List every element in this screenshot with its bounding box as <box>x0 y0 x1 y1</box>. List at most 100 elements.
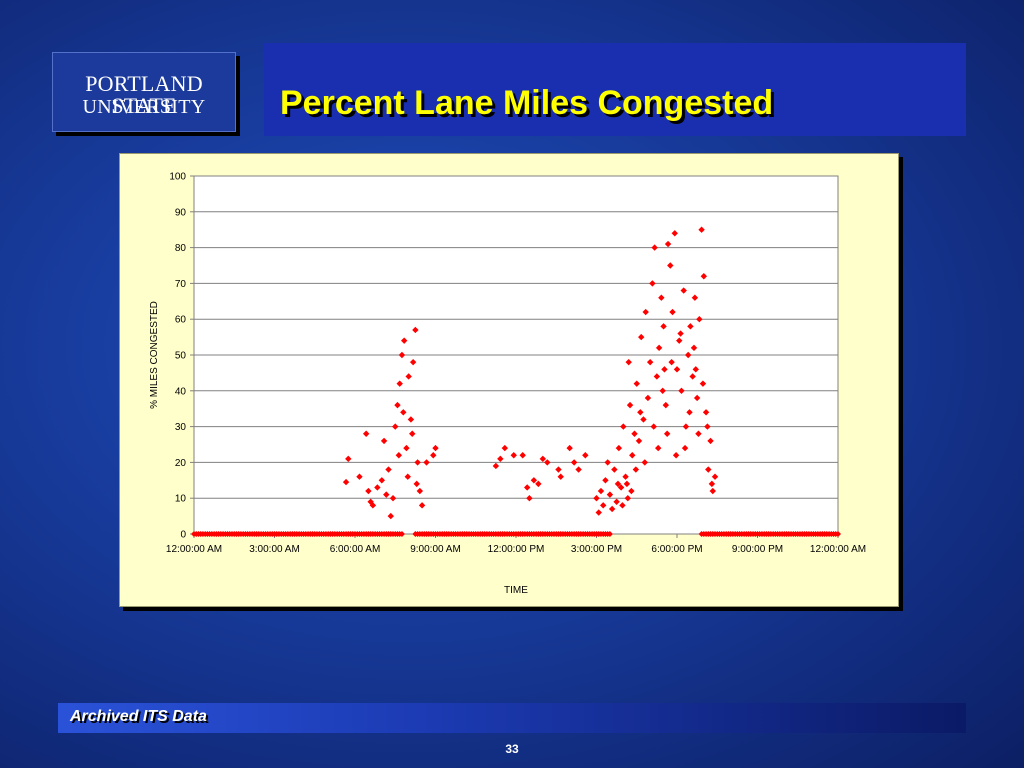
data-point <box>695 430 702 437</box>
footer-bar: Archived ITS Data <box>58 703 966 733</box>
data-point <box>677 330 684 337</box>
data-point <box>430 452 437 459</box>
data-point <box>544 459 551 466</box>
data-point <box>400 337 408 344</box>
data-point <box>582 452 589 459</box>
data-point <box>403 444 410 452</box>
university-logo: PORTLAND STATE UNIVERSITY <box>52 52 236 132</box>
data-point <box>686 409 693 416</box>
data-point <box>658 294 665 301</box>
data-point <box>693 394 701 402</box>
data-point <box>413 480 420 488</box>
data-point <box>631 430 638 437</box>
x-tick-label: 9:00:00 PM <box>732 544 783 555</box>
x-tick-labels: 12:00:00 AM 3:00:00 AM 6:00:00 AM 9:00:00 A… <box>166 544 866 555</box>
data-point <box>365 487 372 495</box>
data-point <box>659 387 666 394</box>
data-point <box>530 477 538 484</box>
data-point <box>602 477 609 484</box>
data-point <box>684 351 692 359</box>
data-point <box>651 244 658 251</box>
y-axis-label: % MILES CONGESTED <box>149 301 160 409</box>
data-point <box>369 502 377 509</box>
data-point <box>593 495 600 502</box>
data-point <box>676 337 683 344</box>
data-point <box>492 462 500 470</box>
data-point <box>398 351 406 359</box>
footer-text: Archived ITS Data <box>70 708 207 725</box>
data-point <box>698 226 705 233</box>
x-tick-label: 6:00:00 PM <box>651 544 702 555</box>
data-point <box>678 387 685 394</box>
data-point <box>595 509 602 516</box>
data-point <box>416 487 424 495</box>
data-point <box>423 459 430 466</box>
data-point-baseline <box>606 531 613 537</box>
data-point <box>622 473 629 480</box>
data-point <box>535 480 542 488</box>
data-point <box>575 466 582 473</box>
data-point <box>669 308 676 316</box>
y-tick-label: 0 <box>180 530 186 541</box>
data-point <box>555 466 562 473</box>
data-point <box>702 409 710 416</box>
data-point <box>692 366 699 373</box>
y-tick-label: 60 <box>175 315 187 326</box>
data-point-baseline <box>398 531 405 537</box>
data-point <box>570 459 578 466</box>
data-point <box>681 444 689 452</box>
data-point <box>680 287 687 294</box>
y-tick-label: 10 <box>175 494 187 505</box>
data-point <box>640 416 647 423</box>
x-tick-label: 12:00:00 AM <box>810 544 866 555</box>
data-point <box>689 373 696 380</box>
data-point <box>655 444 662 452</box>
data-point <box>632 466 640 473</box>
data-point <box>432 444 439 452</box>
data-point <box>412 326 419 334</box>
logo-line-2: UNIVERSITY <box>82 96 206 118</box>
data-point <box>615 444 623 452</box>
x-tick-label: 12:00:00 PM <box>488 544 545 555</box>
x-tick-label: 6:00:00 AM <box>330 544 381 555</box>
data-point <box>613 498 620 505</box>
data-point <box>392 423 399 430</box>
data-point <box>660 323 667 330</box>
data-point <box>687 323 694 330</box>
data-point <box>624 495 632 502</box>
data-point <box>653 373 661 380</box>
data-point <box>650 423 657 430</box>
data-point <box>671 230 678 237</box>
y-tick-label: 80 <box>175 243 187 254</box>
data-point <box>635 437 643 445</box>
data-point <box>709 487 716 495</box>
data-point <box>378 477 386 484</box>
data-point <box>604 459 611 466</box>
data-point <box>387 512 394 520</box>
data-point <box>696 316 703 323</box>
y-tick-label: 40 <box>175 386 187 397</box>
y-tick-label: 50 <box>175 351 187 362</box>
x-tick-label: 9:00:00 AM <box>410 544 461 555</box>
data-point <box>623 480 631 488</box>
data-point <box>641 459 648 466</box>
data-point <box>510 452 517 459</box>
data-point <box>662 401 670 409</box>
scatter-chart: 0 10 20 30 40 50 60 70 80 90 100 12:00:00 AM 3:00:0… <box>149 172 866 597</box>
x-tick-label: 3:00:00 PM <box>571 544 622 555</box>
data-point <box>523 484 531 491</box>
data-point <box>396 380 403 387</box>
data-point <box>642 308 649 316</box>
y-tick-label: 70 <box>175 279 187 290</box>
data-point <box>414 459 421 466</box>
data-point <box>614 480 622 488</box>
data-point <box>362 430 370 437</box>
data-point <box>628 487 635 495</box>
data-point <box>649 280 656 287</box>
data-point <box>404 473 411 480</box>
data-point <box>708 480 716 488</box>
data-point <box>418 502 426 509</box>
data-point <box>497 455 504 463</box>
data-point <box>633 380 640 387</box>
data-point <box>664 240 672 248</box>
